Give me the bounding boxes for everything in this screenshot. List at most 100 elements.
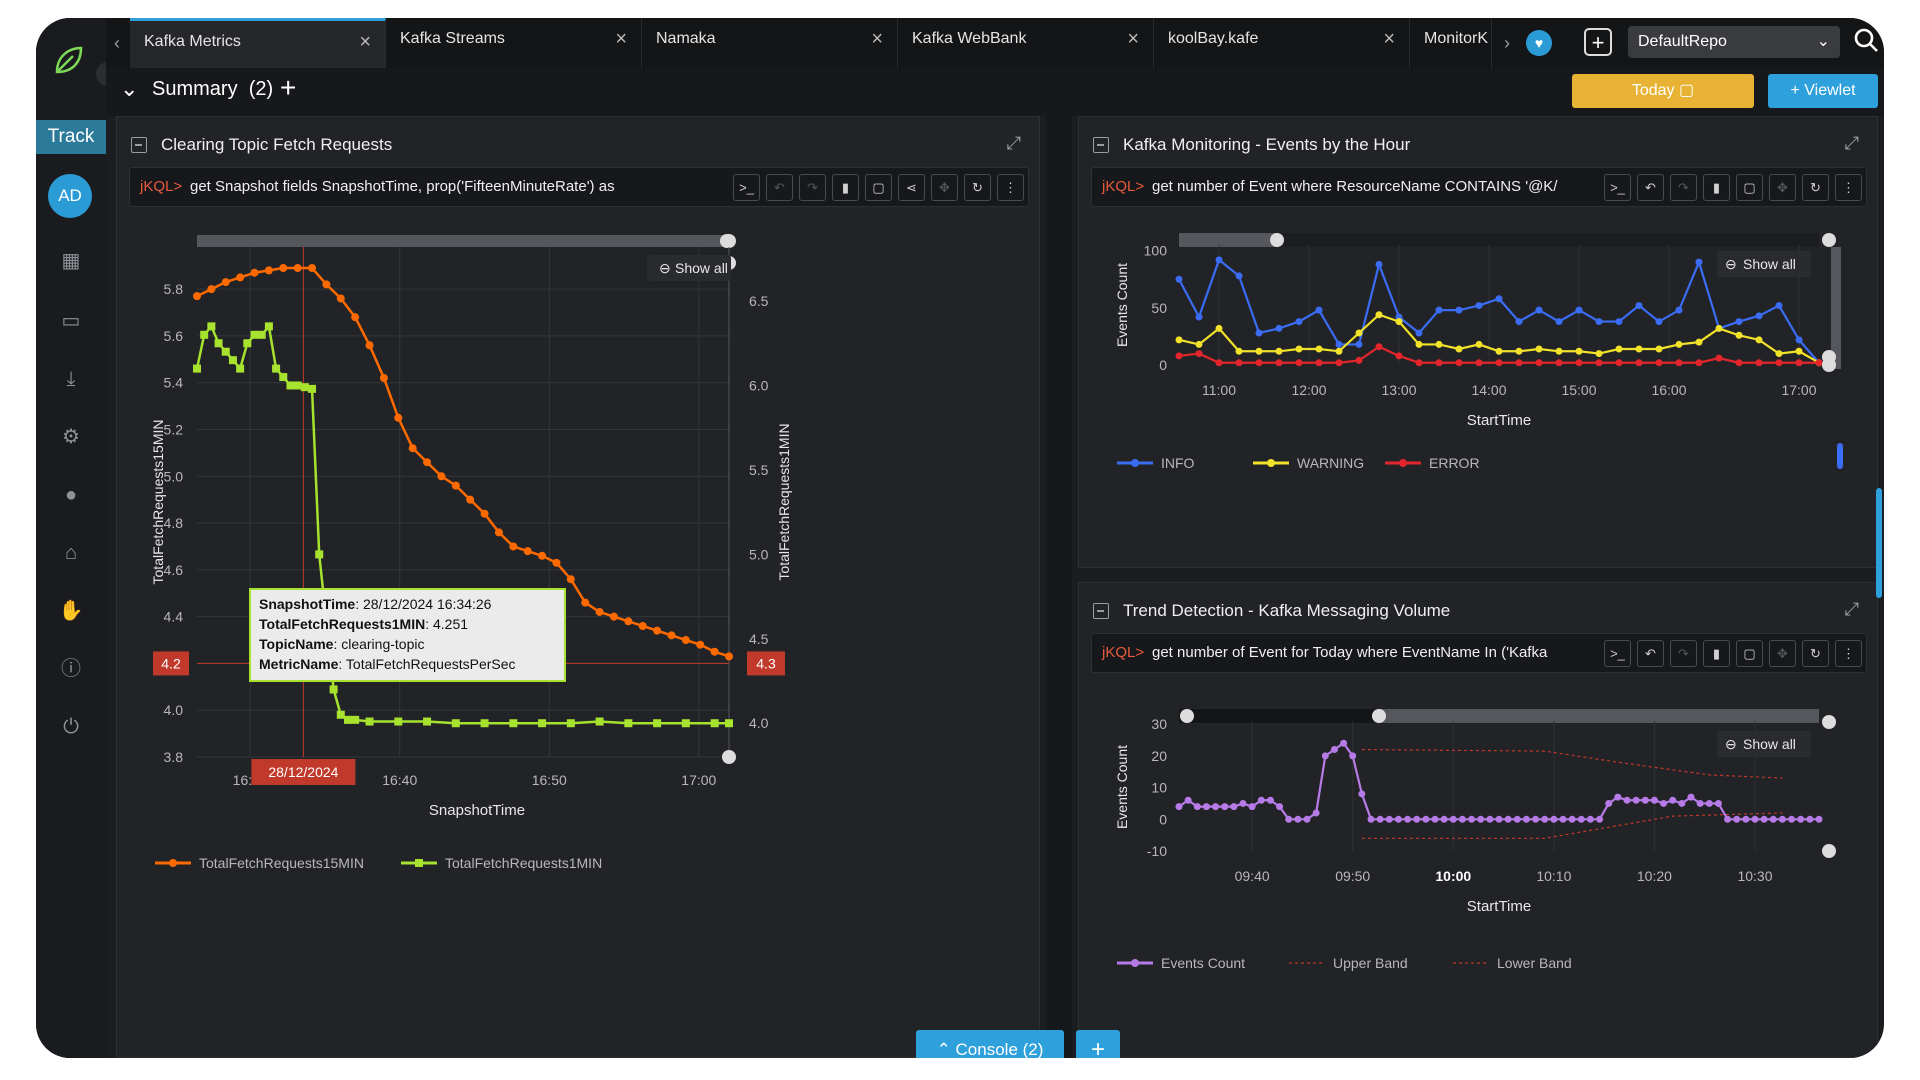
repo-select[interactable]: DefaultRepo ⌄ — [1628, 26, 1840, 58]
move-icon[interactable]: ✥ — [931, 174, 958, 201]
maximize-icon[interactable]: ⤢ — [1844, 133, 1859, 153]
close-icon[interactable]: × — [871, 28, 883, 50]
maximize-icon[interactable]: ⤢ — [1844, 599, 1859, 619]
y2-tick-label: 4.5 — [749, 631, 769, 647]
data-point-info — [1575, 306, 1583, 314]
close-icon[interactable]: × — [1383, 28, 1395, 50]
tab-koolbay-kafe[interactable]: koolBay.kafe × — [1154, 18, 1410, 68]
query-input[interactable]: get number of Event where ResourceName C… — [1152, 178, 1558, 195]
data-point-warning — [1295, 345, 1303, 353]
data-point-events — [1705, 799, 1713, 807]
more-icon[interactable]: ⋮ — [1835, 174, 1862, 201]
today-button[interactable]: Today ▢ — [1572, 74, 1754, 108]
bar-chart-icon[interactable]: ▮ — [1703, 174, 1730, 201]
range-handle — [1822, 844, 1836, 858]
redo-icon[interactable]: ↷ — [1670, 640, 1697, 667]
move-icon[interactable]: ✥ — [1769, 640, 1796, 667]
tab-kafka-streams[interactable]: Kafka Streams × — [386, 18, 642, 68]
chevron-down-icon[interactable]: ⌄ — [120, 76, 139, 101]
refresh-icon[interactable]: ↻ — [1802, 640, 1829, 667]
tab-label: Kafka Metrics — [144, 33, 241, 50]
range-handle — [1372, 709, 1386, 723]
x-axis-label: StartTime — [1467, 898, 1531, 915]
fetch-requests-chart[interactable]: 3.8 4.0 4.2 4.4 4.6 4.8 5.0 5.2 5.4 5.6 5.8 4.0 4.5 5… — [117, 227, 1041, 1057]
refresh-icon[interactable]: ↻ — [964, 174, 991, 201]
app-logo-icon[interactable] — [51, 42, 87, 78]
tab-kafka-metrics[interactable]: Kafka Metrics × — [130, 18, 386, 68]
data-point-15min — [236, 273, 245, 282]
terminal-icon[interactable]: >_ — [1604, 174, 1631, 201]
terminal-icon[interactable]: >_ — [1604, 640, 1631, 667]
more-icon[interactable]: ⋮ — [997, 174, 1024, 201]
close-icon[interactable]: × — [1127, 28, 1139, 50]
maximize-icon[interactable]: ⤢ — [1006, 133, 1021, 153]
collapse-icon[interactable] — [1093, 603, 1109, 619]
summary-title[interactable]: Summary (2) — [152, 78, 273, 101]
data-point-events — [1504, 815, 1512, 823]
data-point-info — [1535, 306, 1543, 314]
refresh-icon[interactable]: ↻ — [1802, 174, 1829, 201]
panel-divider[interactable] — [1046, 116, 1072, 1058]
collapse-icon[interactable] — [1093, 137, 1109, 153]
tab-namaka[interactable]: Namaka × — [642, 18, 898, 68]
data-point-events — [1440, 815, 1448, 823]
bar-chart-icon[interactable]: ▮ — [1703, 640, 1730, 667]
scrollbar-thumb[interactable] — [1876, 488, 1882, 598]
data-point-events — [1733, 815, 1741, 823]
add-summary-button[interactable]: + — [280, 72, 297, 103]
track-label[interactable]: Track — [36, 120, 106, 154]
undo-icon[interactable]: ↶ — [1637, 174, 1664, 201]
data-point-15min — [653, 626, 662, 635]
power-icon[interactable]: ⏻ — [63, 716, 79, 738]
bar-chart-icon[interactable]: ▮ — [832, 174, 859, 201]
x-tick-label: 16:00 — [1651, 382, 1686, 398]
close-icon[interactable]: × — [615, 28, 627, 50]
terminal-icon[interactable]: >_ — [733, 174, 760, 201]
collapse-icon[interactable] — [131, 137, 147, 153]
heart-icon[interactable]: ♥ — [1526, 30, 1552, 56]
query-bar: jKQL> get Snapshot fields SnapshotTime, … — [129, 167, 1029, 207]
share-icon[interactable]: ⋖ — [898, 174, 925, 201]
grid-icon[interactable]: ▦ — [61, 250, 81, 272]
tab-label: koolBay.kafe — [1168, 30, 1259, 47]
close-icon[interactable]: × — [359, 31, 371, 53]
alert-icon[interactable]: ⓘ — [61, 658, 81, 680]
calendar-icon[interactable]: ▢ — [1736, 174, 1763, 201]
y-tick-label: 100 — [1144, 243, 1168, 259]
tab-scroll-right-icon[interactable]: › — [1504, 33, 1510, 53]
data-point-events — [1193, 803, 1201, 811]
gear-icon[interactable]: ⚙ — [62, 426, 80, 448]
data-point-events — [1724, 815, 1732, 823]
data-point-info — [1735, 318, 1743, 326]
data-point-info — [1435, 306, 1443, 314]
crosshair-x-value: 28/12/2024 — [268, 764, 338, 780]
more-icon[interactable]: ⋮ — [1835, 640, 1862, 667]
thumbs-up-icon[interactable]: ✋ — [58, 600, 84, 622]
user-icon[interactable]: ● — [64, 484, 78, 506]
download-icon[interactable]: ⤓ — [66, 368, 76, 390]
y-tick-label: 0 — [1159, 811, 1167, 827]
new-repo-button[interactable]: + — [1584, 28, 1612, 56]
tab-scroll-left-icon[interactable]: ‹ — [114, 33, 120, 53]
monitor-icon[interactable]: ▭ — [61, 310, 81, 332]
tab-monitork[interactable]: MonitorK — [1410, 18, 1492, 68]
search-icon[interactable] — [1852, 26, 1880, 56]
redo-icon[interactable]: ↷ — [1670, 174, 1697, 201]
messaging-volume-chart[interactable]: -10 0 10 20 30 09:40 09:50 10:00 10:10 10:20 10:30… — [1079, 689, 1879, 1058]
move-icon[interactable]: ✥ — [1769, 174, 1796, 201]
console-button[interactable]: ⌃ Console (2) — [916, 1030, 1064, 1058]
tab-kafka-webbank[interactable]: Kafka WebBank × — [898, 18, 1154, 68]
avatar[interactable]: AD — [48, 174, 92, 218]
add-viewlet-button[interactable]: + Viewlet — [1768, 74, 1878, 108]
add-console-button[interactable]: + — [1076, 1030, 1120, 1058]
undo-icon[interactable]: ↶ — [1637, 640, 1664, 667]
redo-icon[interactable]: ↷ — [799, 174, 826, 201]
query-input[interactable]: get number of Event for Today where Even… — [1152, 644, 1548, 661]
data-point-info — [1795, 336, 1803, 344]
calendar-icon[interactable]: ▢ — [865, 174, 892, 201]
undo-icon[interactable]: ↶ — [766, 174, 793, 201]
home-icon[interactable]: ⌂ — [64, 542, 78, 564]
calendar-icon[interactable]: ▢ — [1736, 640, 1763, 667]
query-input[interactable]: get Snapshot fields SnapshotTime, prop('… — [190, 178, 615, 195]
events-by-hour-chart[interactable]: 0 50 100 11:00 12:00 13:00 14:00 15:00 16:00 17:0… — [1079, 223, 1879, 563]
